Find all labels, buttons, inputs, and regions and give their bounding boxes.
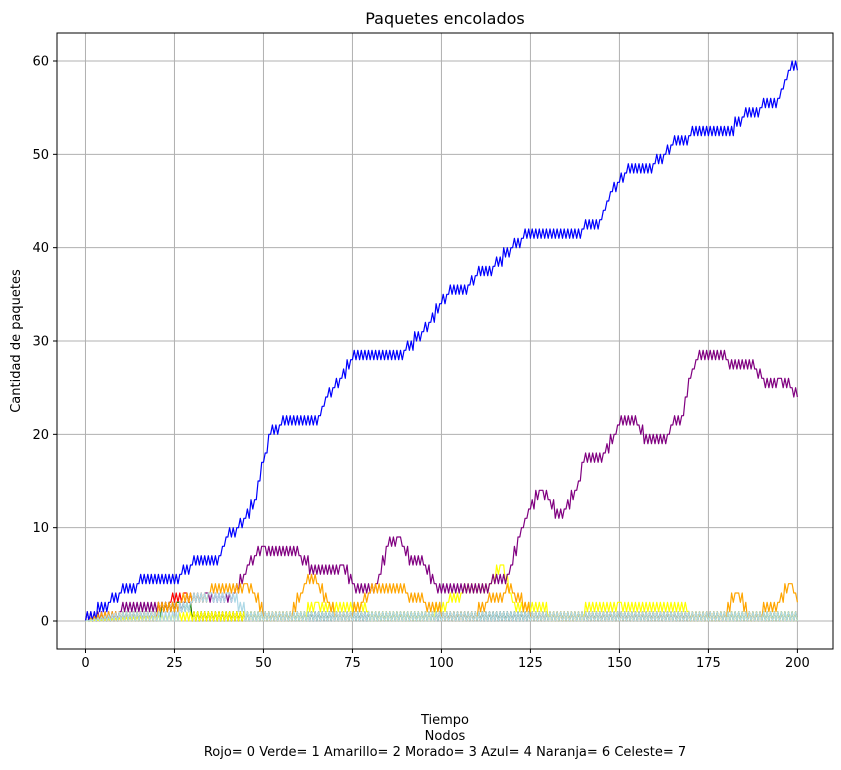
x-tick-label: 75 — [344, 656, 361, 671]
x-tick-label: 125 — [518, 656, 543, 671]
x-tick-label: 50 — [255, 656, 272, 671]
y-tick-label: 60 — [32, 55, 49, 70]
y-tick-label: 30 — [32, 335, 49, 350]
x-axis-label-legend: Rojo= 0 Verde= 1 Amarillo= 2 Morado= 3 A… — [204, 745, 686, 760]
series-line-4 — [84, 60, 798, 622]
x-tick-label: 100 — [429, 656, 454, 671]
y-tick-label: 50 — [32, 148, 49, 163]
x-tick-label: 25 — [166, 656, 183, 671]
series-line-6 — [85, 592, 798, 622]
chart-title: Paquetes encolados — [365, 9, 525, 28]
y-axis-label: Cantidad de paquetes — [9, 269, 24, 413]
y-tick-label: 40 — [32, 241, 49, 256]
x-tick-label: 175 — [696, 656, 721, 671]
x-tick-label: 0 — [81, 656, 89, 671]
series-line-2 — [85, 564, 798, 622]
y-tick-label: 20 — [32, 428, 49, 443]
x-axis-label: Tiempo — [420, 713, 469, 728]
series-lines — [84, 60, 798, 622]
x-tick-label: 200 — [785, 656, 810, 671]
x-axis-label-nodos: Nodos — [425, 729, 466, 744]
axis-ticks: 0 25 50 75 100 125 150 175 200 0 10 20 30 40 50 60 — [32, 55, 809, 672]
y-tick-label: 10 — [32, 521, 49, 536]
x-tick-label: 150 — [607, 656, 632, 671]
grid-lines — [57, 33, 833, 649]
y-tick-label: 0 — [41, 615, 49, 630]
